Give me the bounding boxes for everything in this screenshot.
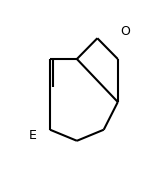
Text: O: O — [121, 25, 130, 38]
Text: E: E — [28, 129, 36, 142]
